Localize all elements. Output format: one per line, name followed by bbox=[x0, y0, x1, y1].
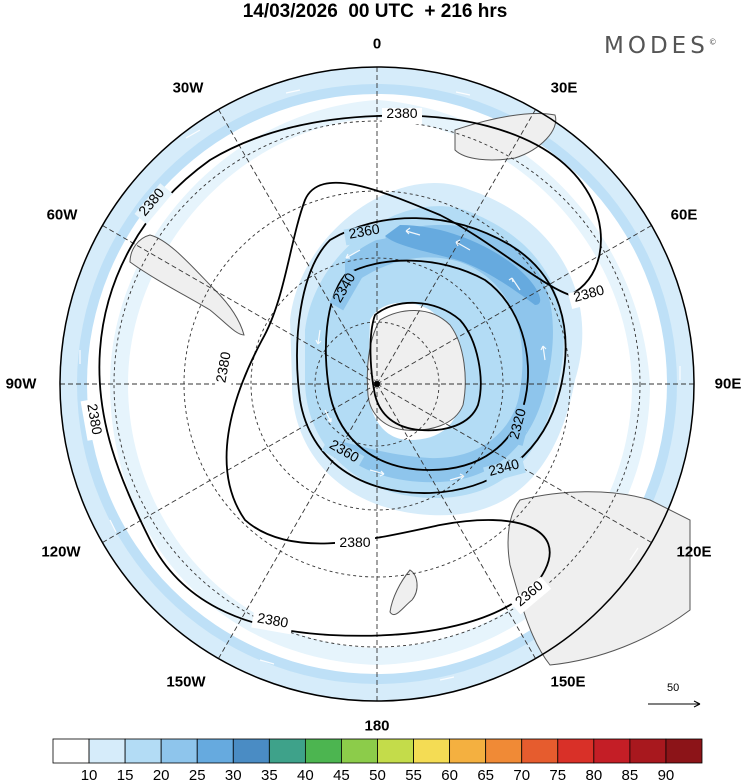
colorbar-swatch bbox=[377, 738, 414, 764]
contour-label: 2340 bbox=[487, 455, 521, 479]
colorbar-tick-label: 80 bbox=[585, 767, 602, 782]
contour-label: 2360 bbox=[347, 220, 381, 241]
lon-label-90e: 90E bbox=[714, 375, 742, 393]
colorbar-tick-label: 25 bbox=[189, 767, 206, 782]
contour-label: 2320 bbox=[505, 406, 529, 440]
reference-vector-arrow bbox=[648, 700, 701, 708]
colorbar-swatch bbox=[665, 738, 703, 764]
wind-vectors bbox=[79, 89, 681, 681]
colorbar-swatch bbox=[629, 738, 667, 764]
colorbar-swatch bbox=[196, 738, 234, 764]
colorbar-swatch bbox=[124, 738, 162, 764]
lon-label-180: 180 bbox=[364, 717, 390, 735]
colorbar-swatch bbox=[521, 738, 559, 764]
brand-name: MODES bbox=[604, 33, 709, 59]
australia bbox=[507, 491, 691, 666]
map-border bbox=[59, 66, 695, 702]
copyright-mark: © bbox=[708, 37, 717, 47]
colorbar-tick-label: 60 bbox=[441, 767, 458, 782]
lon-label-120e: 120E bbox=[676, 543, 712, 561]
lon-label-60w: 60W bbox=[46, 206, 78, 224]
contour-label: 2380 bbox=[212, 350, 233, 384]
land-masses bbox=[129, 113, 691, 666]
new-zealand bbox=[389, 569, 418, 616]
meridian-lines bbox=[60, 67, 694, 701]
lon-label-120w: 120W bbox=[41, 543, 81, 561]
contour-label: 2380 bbox=[256, 609, 290, 630]
contour-label: 2380 bbox=[339, 534, 370, 550]
colorbar-tick-label: 40 bbox=[297, 767, 314, 782]
lon-label-0: 0 bbox=[372, 35, 382, 53]
colorbar-tick-label: 50 bbox=[369, 767, 386, 782]
colorbar: 10 15 20 25 30 35 40 45 50 55 60 65 70 75 80 85 90 bbox=[52, 738, 703, 782]
colorbar-swatch bbox=[485, 738, 523, 764]
colorbar-tick-label: 70 bbox=[513, 767, 530, 782]
contour-2320 bbox=[369, 301, 482, 432]
contour-label: 2380 bbox=[386, 105, 417, 121]
south-pole-marker bbox=[374, 381, 380, 387]
colorbar-swatch bbox=[232, 738, 270, 764]
colorbar-tick-label: 65 bbox=[477, 767, 494, 782]
lon-label-30e: 30E bbox=[550, 79, 578, 97]
contour-label-group: 2380 2380 2380 2380 2380 2380 2380 2360 … bbox=[80, 105, 611, 635]
colorbar-swatch bbox=[52, 738, 90, 764]
lon-label-60e: 60E bbox=[670, 206, 698, 224]
antarctica bbox=[366, 310, 466, 431]
colorbar-tick-label: 75 bbox=[549, 767, 566, 782]
lon-label-90w: 90W bbox=[5, 375, 37, 393]
colorbar-tick-label: 90 bbox=[658, 767, 675, 782]
colorbar-tick-label: 35 bbox=[261, 767, 278, 782]
colorbar-tick-label: 15 bbox=[117, 767, 134, 782]
colorbar-tick-label: 20 bbox=[153, 767, 170, 782]
contour-label: 2380 bbox=[84, 402, 105, 436]
polar-map: 2380 2380 2380 2380 2380 2380 2380 2360 … bbox=[59, 66, 695, 702]
colorbar-swatch bbox=[88, 738, 126, 764]
lon-label-150w: 150W bbox=[166, 673, 206, 691]
colorbar-swatch bbox=[557, 738, 595, 764]
colorbar-tick-label: 85 bbox=[622, 767, 639, 782]
lon-label-150e: 150E bbox=[550, 673, 586, 691]
map-title: 14/03/2026 00 UTC + 216 hrs bbox=[242, 1, 508, 22]
colorbar-tick-label: 30 bbox=[225, 767, 242, 782]
contour-2340 bbox=[324, 259, 529, 471]
colorbar-swatch bbox=[449, 738, 487, 764]
colorbar-tick-label: 10 bbox=[81, 767, 98, 782]
contour-label: 2380 bbox=[572, 281, 606, 305]
lon-label-30w: 30W bbox=[172, 79, 204, 97]
colorbar-swatch bbox=[593, 738, 631, 764]
colorbar-swatch bbox=[413, 738, 451, 764]
jet-core bbox=[385, 225, 541, 305]
colorbar-tick-label: 45 bbox=[333, 767, 350, 782]
colorbar-swatch bbox=[341, 738, 378, 764]
colorbar-swatch bbox=[160, 738, 198, 764]
colorbar-swatch bbox=[268, 738, 306, 764]
colorbar-tick-label: 55 bbox=[405, 767, 422, 782]
south-america bbox=[129, 234, 245, 336]
reference-vector-value: 50 bbox=[667, 682, 680, 694]
modes-logo: MODES© bbox=[604, 33, 717, 59]
colorbar-swatch bbox=[304, 738, 342, 764]
